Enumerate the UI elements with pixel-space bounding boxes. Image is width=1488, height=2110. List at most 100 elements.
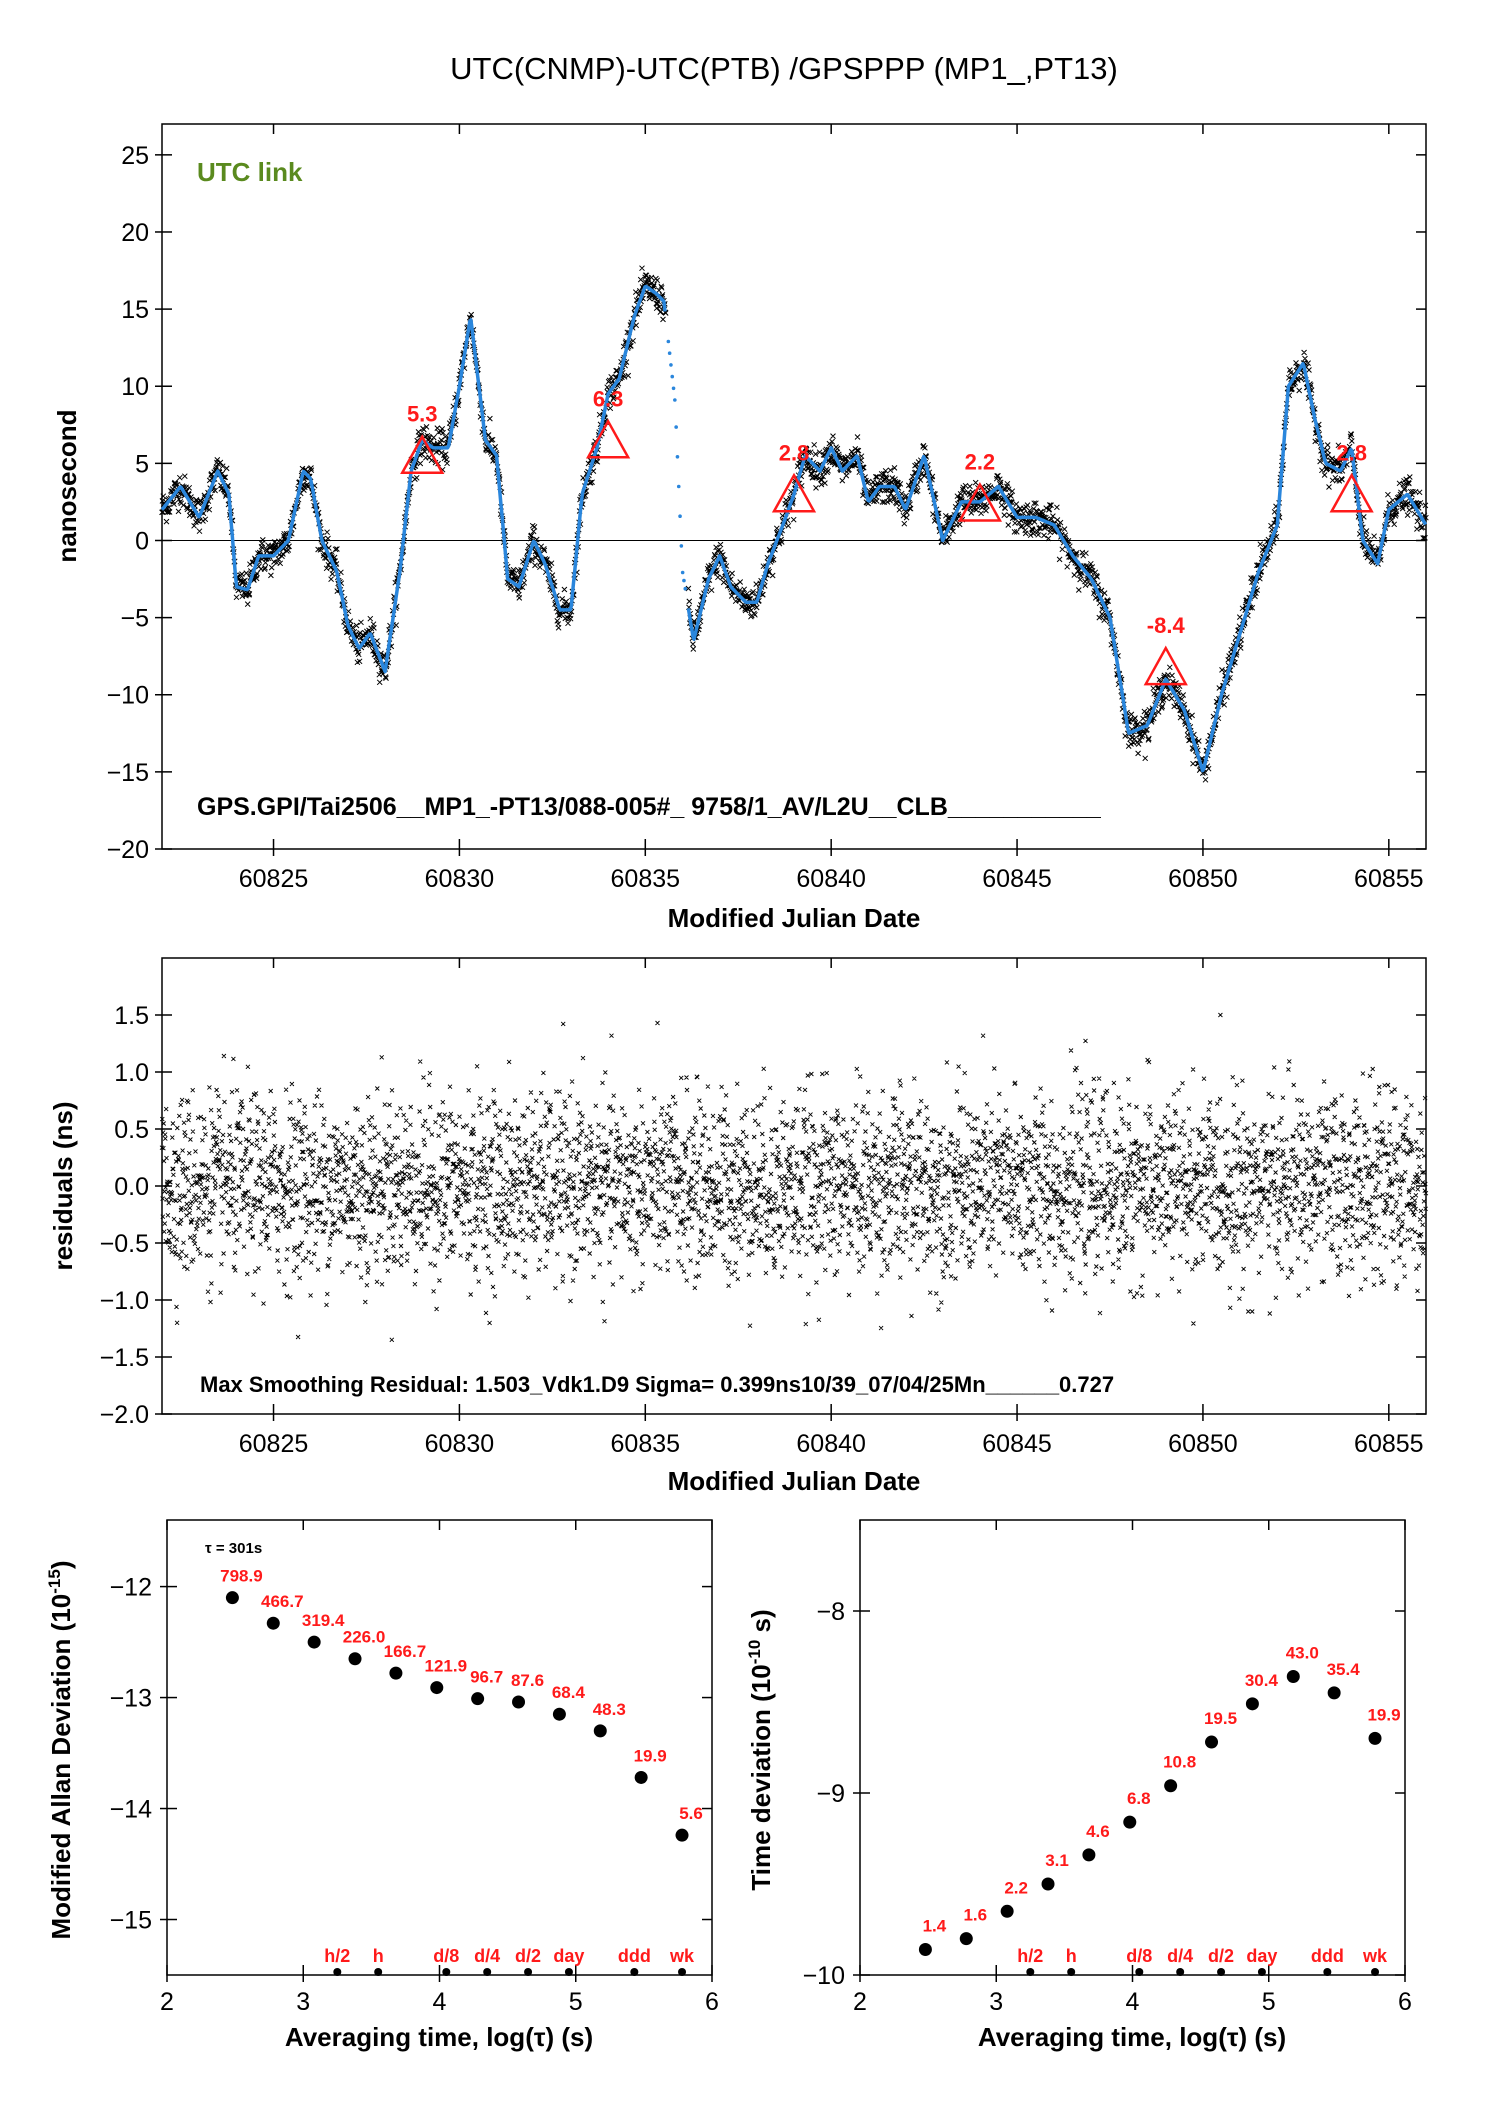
tdev-point-label-8: 30.4 <box>1245 1671 1279 1690</box>
top-ytick-label-2: −10 <box>107 682 149 710</box>
mid-ytick-label-1: −1.5 <box>100 1344 149 1372</box>
tdev-point-0 <box>918 1943 932 1957</box>
tdev-frame <box>859 1519 1406 1976</box>
mdev-point-3 <box>348 1652 362 1666</box>
tdev-bottom-label-1: h <box>1066 1946 1077 1966</box>
mid-residual-crosses <box>159 1012 1429 1343</box>
mid-ytick-label-2: −1.0 <box>100 1287 149 1315</box>
tdev-point-label-0: 1.4 <box>923 1917 947 1936</box>
top-xtick-label-1: 60830 <box>425 865 495 893</box>
mid-ytick-label-4: 0.0 <box>114 1173 149 1201</box>
tdev-point-label-10: 35.4 <box>1327 1660 1361 1679</box>
mdev-point-2 <box>307 1635 321 1649</box>
mid-panel: 60825 60830 60835 60840 60845 60850 60855 −2.0 −… <box>48 957 1429 1496</box>
mdev-point-label-2: 319.4 <box>302 1611 345 1630</box>
mdev-point-label-6: 96.7 <box>470 1668 503 1687</box>
mid-ytick-label-5: 0.5 <box>114 1116 149 1144</box>
tdev-point-6 <box>1164 1779 1178 1793</box>
mdev-point-label-8: 68.4 <box>552 1683 586 1702</box>
mdev-ytick-label-1: −14 <box>110 1796 153 1824</box>
mdev-point-label-4: 166.7 <box>384 1642 427 1661</box>
top-ytick-label-7: 15 <box>121 296 149 324</box>
tdev-point-3 <box>1041 1877 1055 1891</box>
top-gap-point <box>675 455 680 459</box>
top-markers: 5.3 6.3 2.8 2.2 -8.4 2.8 <box>400 386 1374 686</box>
mdev-point-label-9: 48.3 <box>593 1700 626 1719</box>
top-series-path <box>160 284 1428 773</box>
mdev-xtick-label-2: 4 <box>433 1988 447 2016</box>
tdev-bottom-dot-0 <box>1026 1968 1035 1976</box>
top-marker-4 <box>1143 645 1188 686</box>
mdev-axis-ticks: 2 3 4 5 6 −15 −14 −13 −12 <box>110 1520 719 2016</box>
tdev-point-7 <box>1205 1735 1219 1749</box>
tdev-point-label-3: 3.1 <box>1045 1851 1069 1870</box>
top-ytick-label-9: 25 <box>121 142 149 170</box>
mdev-bottom-label-4: d/2 <box>515 1946 541 1966</box>
top-gap-point <box>667 351 672 355</box>
mid-ytick-label-7: 1.5 <box>114 1002 149 1030</box>
mdev-point-1 <box>266 1616 280 1630</box>
top-marker-label-4: -8.4 <box>1147 613 1186 638</box>
mdev-point-label-11: 5.6 <box>679 1804 703 1823</box>
tdev-bottom-label-2: d/8 <box>1126 1946 1152 1966</box>
tdev-point-9 <box>1286 1670 1300 1684</box>
mdev-bottom-dot-5 <box>564 1968 573 1976</box>
top-marker-label-5: 2.8 <box>1336 440 1367 465</box>
tdev-ytick-label-1: −9 <box>816 1780 845 1808</box>
tdev-bottom-label-4: d/2 <box>1208 1946 1234 1966</box>
tdev-point-label-2: 2.2 <box>1004 1878 1028 1897</box>
tdev-bottom-dot-6 <box>1323 1968 1332 1976</box>
mid-y-axis-label: residuals (ns) <box>48 1101 78 1270</box>
mdev-bottom-dot-6 <box>630 1968 639 1976</box>
mdev-bottom-dot-3 <box>483 1968 492 1976</box>
top-xtick-label-0: 60825 <box>239 865 309 893</box>
mid-xtick-label-6: 60855 <box>1354 1430 1424 1458</box>
mdev-xtick-label-3: 5 <box>569 1988 583 2016</box>
mdev-bottom-label-7: wk <box>669 1946 695 1966</box>
tdev-bottom-label-3: d/4 <box>1167 1946 1193 1966</box>
top-xtick-label-4: 60845 <box>982 865 1052 893</box>
top-ytick-label-8: 20 <box>121 219 149 247</box>
top-annotation: GPS.GPI/Tai2506__MP1_-PT13/088-005#_ 975… <box>197 793 1102 821</box>
legend-utc-link: UTC link <box>197 157 303 187</box>
tdev-bottom-label-0: h/2 <box>1017 1946 1043 1966</box>
mdev-point-6 <box>471 1692 485 1706</box>
mid-xtick-label-2: 60835 <box>611 1430 681 1458</box>
top-marker-0 <box>400 434 445 474</box>
top-ytick-label-5: 5 <box>135 450 149 478</box>
top-marker-3 <box>957 481 1003 522</box>
tdev-bottom-label-5: day <box>1246 1946 1277 1966</box>
top-ytick-label-3: −5 <box>120 605 149 633</box>
mdev-bottom-label-0: h/2 <box>324 1946 350 1966</box>
top-xtick-label-6: 60855 <box>1354 865 1424 893</box>
mdev-y-axis-label: Modified Allan Deviation (10-15) <box>45 1561 76 1940</box>
mdev-xtick-label-4: 6 <box>705 1988 719 2016</box>
tdev-x-axis-label: Averaging time, log(τ) (s) <box>978 2022 1286 2052</box>
mid-residual-points <box>159 1012 1429 1343</box>
tdev-point-label-6: 10.8 <box>1163 1753 1196 1772</box>
mdev-bottom-label-1: h <box>373 1946 384 1966</box>
top-marker-label-0: 5.3 <box>407 402 438 427</box>
tdev-point-label-9: 43.0 <box>1286 1644 1319 1663</box>
mdev-xtick-label-1: 3 <box>296 1988 310 2016</box>
mdev-bottom-label-5: day <box>553 1946 584 1966</box>
tdev-bottom-dot-2 <box>1135 1968 1144 1976</box>
mdev-ytick-label-3: −12 <box>110 1574 152 1602</box>
tdev-point-label-11: 19.9 <box>1367 1705 1400 1724</box>
top-marker-1 <box>585 418 631 459</box>
mdev-bottom-dot-7 <box>678 1968 687 1976</box>
top-gap-point <box>682 578 686 583</box>
mdev-bottom-dot-1 <box>374 1968 383 1976</box>
mdev-point-8 <box>552 1707 566 1721</box>
tdev-bottom-label-7: wk <box>1362 1946 1388 1966</box>
mdev-point-11 <box>675 1828 689 1842</box>
tdev-point-label-5: 6.8 <box>1127 1789 1151 1808</box>
mid-x-axis-label: Modified Julian Date <box>668 1466 921 1496</box>
tdev-point-5 <box>1123 1815 1137 1829</box>
mdev-point-label-5: 121.9 <box>425 1657 468 1676</box>
tdev-point-label-4: 4.6 <box>1086 1822 1110 1841</box>
mdev-frame <box>166 1519 713 1976</box>
mdev-ytick-label-0: −15 <box>110 1907 152 1935</box>
